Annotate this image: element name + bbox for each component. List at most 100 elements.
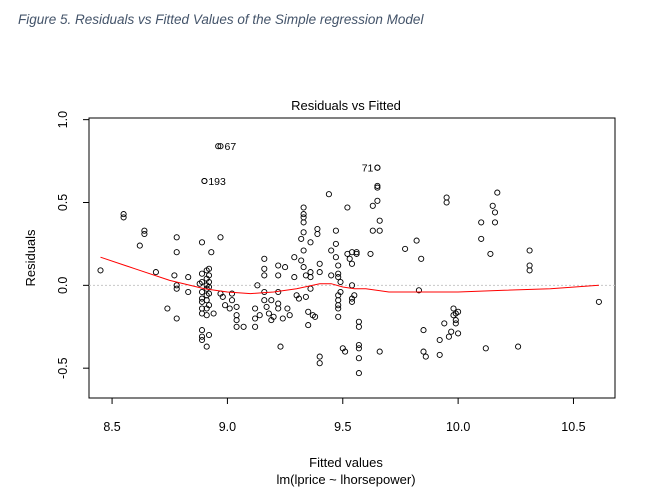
residual-point (355, 355, 362, 362)
residual-point (337, 288, 344, 296)
residual-point (316, 360, 323, 367)
residual-point (282, 264, 289, 271)
residual-point (198, 239, 206, 246)
residual-point (256, 312, 263, 319)
chart-title: Residuals vs Fitted (291, 98, 401, 113)
residual-point (369, 227, 376, 234)
residual-point (348, 298, 356, 305)
residual-point (353, 250, 360, 257)
residual-point (254, 282, 261, 289)
residual-point (316, 260, 323, 267)
residual-point (295, 295, 302, 302)
residual-point (198, 336, 206, 344)
residual-point (198, 278, 206, 286)
residual-point (205, 272, 213, 279)
residual-point (173, 315, 180, 322)
residual-point (305, 322, 312, 329)
residual-point (335, 313, 342, 320)
residual-point (270, 313, 277, 320)
residual-point (376, 227, 383, 234)
plot-frame (88, 117, 616, 399)
residual-point (173, 234, 180, 241)
residual-point (291, 254, 298, 261)
residual-point (302, 293, 309, 300)
residual-point (332, 240, 339, 247)
residual-point (277, 343, 284, 350)
residual-point (337, 278, 344, 286)
residual-point (205, 331, 213, 339)
x-tick-label: 10.5 (561, 420, 585, 434)
residual-point (217, 234, 224, 241)
residual-point (203, 312, 210, 319)
residual-point (374, 184, 381, 191)
residual-point (312, 313, 319, 320)
residual-point (136, 242, 143, 249)
residual-point (261, 288, 268, 296)
residual-point (452, 317, 459, 324)
x-tick-label: 10.0 (446, 420, 470, 434)
residual-point (491, 209, 499, 216)
residual-point (450, 305, 457, 312)
residual-point (482, 345, 489, 352)
residual-point (595, 298, 602, 305)
residual-point (173, 282, 180, 289)
residual-point (198, 270, 206, 277)
residual-point (261, 272, 268, 279)
residual-point (420, 348, 427, 355)
outlier-point (217, 143, 224, 150)
residual-point (173, 285, 180, 292)
residual-point (332, 254, 339, 261)
residual-point (252, 315, 259, 322)
outlier-label: 71 (362, 163, 374, 175)
residual-point (445, 333, 452, 340)
residual-point (300, 219, 307, 226)
residual-point (376, 217, 383, 224)
residual-point (275, 300, 282, 307)
residual-point (374, 182, 381, 189)
residual-point (152, 269, 159, 276)
residual-point (141, 227, 148, 234)
residual-point (173, 249, 180, 256)
residual-point (441, 320, 448, 327)
residual-point (515, 343, 522, 350)
residual-point (526, 262, 533, 269)
residual-point (455, 330, 462, 337)
residual-point (455, 308, 462, 315)
residual-point (263, 303, 270, 310)
residual-point (300, 204, 307, 211)
residual-point (240, 323, 247, 330)
residual-point (422, 353, 429, 360)
residual-point (252, 323, 259, 330)
residual-point (443, 199, 450, 206)
residual-point (141, 230, 148, 238)
loess-smoother-line (100, 256, 599, 295)
residual-point (335, 297, 342, 304)
residual-point (210, 310, 217, 317)
residual-point (203, 343, 210, 350)
residual-point (305, 308, 312, 315)
residual-point (222, 302, 229, 309)
residual-point (328, 247, 335, 254)
residual-point (286, 312, 293, 319)
residual-point (300, 229, 307, 236)
residual-point (120, 214, 127, 221)
residual-point (452, 320, 459, 327)
residual-point (413, 237, 420, 244)
residual-point (351, 292, 358, 299)
residual-point (374, 197, 381, 204)
residual-point (215, 143, 222, 150)
residual-point (335, 302, 342, 309)
residual-point (436, 336, 443, 344)
residual-point (233, 317, 240, 324)
residual-point (420, 327, 427, 334)
residual-point (203, 297, 210, 304)
outlier-label: 67 (225, 141, 237, 153)
residual-point (307, 269, 314, 276)
residual-point (478, 235, 485, 242)
residual-point (344, 204, 351, 211)
residual-point (415, 287, 422, 294)
residual-point (335, 270, 342, 277)
x-axis-label: Fitted values (309, 455, 383, 470)
residual-point (198, 333, 206, 340)
residual-point (261, 297, 268, 304)
